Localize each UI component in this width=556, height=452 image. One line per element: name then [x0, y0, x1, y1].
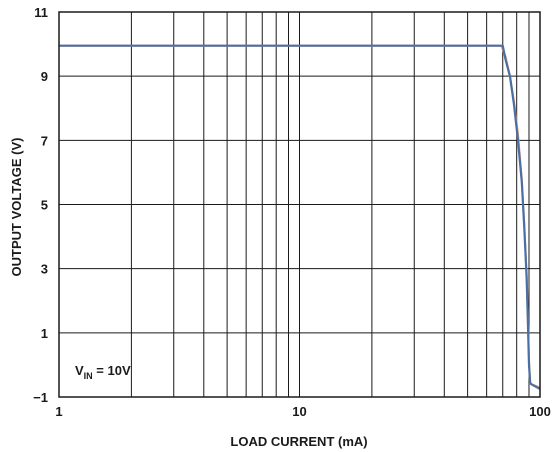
chart-grid [59, 12, 540, 397]
series-line-2 [59, 44, 541, 390]
y-tick-label: 7 [41, 133, 48, 148]
x-tick-label: 10 [292, 404, 306, 419]
vin-annotation: VIN = 10V [75, 363, 131, 381]
chart-series [59, 44, 541, 390]
y-tick-label: 11 [34, 5, 48, 20]
y-tick-label: 9 [41, 69, 48, 84]
y-tick-label: 1 [41, 326, 48, 341]
y-tick-label: −1 [33, 390, 48, 405]
y-axis-label: OUTPUT VOLTAGE (V) [9, 138, 24, 277]
y-tick-label: 5 [41, 198, 48, 213]
vin-annotation-rest: = 10V [93, 363, 131, 378]
x-axis-label: LOAD CURRENT (mA) [230, 434, 367, 449]
x-tick-label: 1 [55, 404, 62, 419]
vin-annotation-sub: IN [84, 371, 93, 381]
tick-labels: 1 10 100 −1 1 3 5 7 9 11 [33, 5, 551, 419]
vin-annotation-main: V [75, 363, 84, 378]
x-tick-label: 100 [529, 404, 551, 419]
y-tick-label: 3 [41, 262, 48, 277]
plot-frame [58, 11, 541, 398]
